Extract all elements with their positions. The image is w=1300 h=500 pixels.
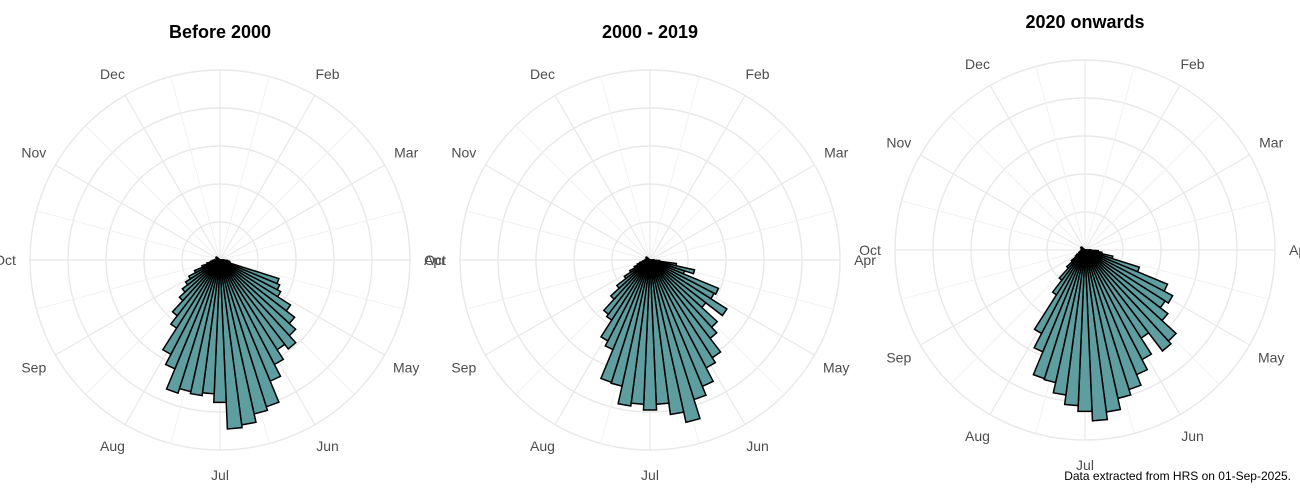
grid-minor-spoke [1084, 66, 1135, 251]
bars [1032, 246, 1178, 422]
month-label: Oct [859, 242, 881, 258]
month-label: Apr [854, 252, 876, 268]
month-label: Apr [1289, 242, 1300, 258]
month-label: Mar [1259, 135, 1283, 151]
month-label: Jun [316, 438, 339, 454]
grid-spoke [554, 95, 651, 261]
month-label: Sep [451, 360, 476, 376]
panel-title: Before 2000 [169, 22, 271, 42]
grid-minor-spoke [1084, 249, 1269, 300]
grid-minor-spoke [600, 76, 651, 261]
bars [599, 256, 728, 424]
grid-minor-spoke [219, 76, 270, 261]
bars [161, 256, 297, 430]
grid-spoke [920, 154, 1086, 251]
month-labels: Dec Feb Mar Apr May Jun Jul Aug Sep Oct Nov [0, 66, 446, 483]
grid-minor-spoke [170, 76, 221, 261]
grid-minor-spoke [901, 200, 1086, 251]
month-label: Dec [965, 56, 990, 72]
month-label: Aug [965, 428, 990, 444]
month-label: May [823, 360, 849, 376]
polar-panel: Dec Feb Mar Apr May Jun Jul Aug Sep Oct Nov 2020 on… [859, 12, 1300, 473]
grid-minor-spoke [466, 259, 651, 310]
grid-minor-spoke [219, 259, 404, 310]
month-label: Jun [1181, 428, 1204, 444]
grid-minor-spoke [219, 125, 355, 261]
month-label: Dec [100, 66, 125, 82]
grid-minor-spoke [85, 125, 221, 261]
month-label: May [393, 360, 419, 376]
source-note: Data extracted from HRS on 01-Sep-2025. [1064, 469, 1291, 483]
polar-panel: Dec Feb Mar Apr May Jun Jul Aug Sep Oct Nov 2000 - … [424, 22, 876, 483]
grid-minor-spoke [950, 115, 1086, 251]
grid-minor-spoke [36, 259, 221, 310]
month-label: Feb [1180, 56, 1204, 72]
month-label: Nov [886, 135, 911, 151]
month-label: Oct [0, 252, 16, 268]
wedge-bar [215, 256, 221, 261]
grid-spoke [989, 85, 1086, 251]
grid-minor-spoke [649, 125, 785, 261]
grid-spoke [1084, 154, 1250, 251]
month-label: Jul [641, 467, 659, 483]
polar-panel: Dec Feb Mar Apr May Jun Jul Aug Sep Oct Nov Before … [0, 22, 446, 483]
wedge-bar [1080, 246, 1086, 251]
month-label: Mar [824, 145, 848, 161]
wedge-bar [645, 256, 651, 261]
month-label: Sep [886, 350, 911, 366]
month-label: Mar [394, 145, 418, 161]
grid-spoke [485, 259, 651, 356]
month-label: Jul [1076, 457, 1094, 473]
grid-spoke [649, 95, 746, 261]
grid-spoke [1084, 85, 1181, 251]
grid-spoke [649, 164, 815, 261]
grid-spoke [124, 95, 221, 261]
month-label: Oct [424, 252, 446, 268]
month-label: Nov [21, 145, 46, 161]
month-label: Nov [451, 145, 476, 161]
grid-minor-spoke [1035, 66, 1086, 251]
month-label: Jul [211, 467, 229, 483]
month-labels: Dec Feb Mar Apr May Jun Jul Aug Sep Oct Nov [859, 56, 1300, 473]
grid-minor-spoke [219, 210, 404, 261]
grid-minor-spoke [515, 125, 651, 261]
grid-minor-spoke [649, 210, 834, 261]
grid-minor-spoke [466, 210, 651, 261]
month-label: Apr [424, 252, 446, 268]
grid-spoke [219, 164, 385, 261]
month-labels: Dec Feb Mar Apr May Jun Jul Aug Sep Oct Nov [424, 66, 876, 483]
month-label: Feb [745, 66, 769, 82]
grid-spoke [219, 95, 316, 261]
grid-spoke [920, 249, 1086, 346]
grid-spoke [55, 164, 221, 261]
month-label: Feb [315, 66, 339, 82]
month-label: Dec [530, 66, 555, 82]
month-label: May [1258, 350, 1284, 366]
grid-minor-spoke [36, 210, 221, 261]
month-label: Jun [746, 438, 769, 454]
grid-minor-spoke [901, 249, 1086, 300]
month-label: Sep [21, 360, 46, 376]
panel-title: 2020 onwards [1025, 12, 1144, 32]
grid-spoke [485, 164, 651, 261]
panel-title: 2000 - 2019 [602, 22, 698, 42]
month-label: Aug [100, 438, 125, 454]
grid-minor-spoke [1084, 115, 1220, 251]
grid-minor-spoke [950, 249, 1086, 385]
month-label: Aug [530, 438, 555, 454]
grid-minor-spoke [1084, 200, 1269, 251]
grid-minor-spoke [649, 76, 700, 261]
